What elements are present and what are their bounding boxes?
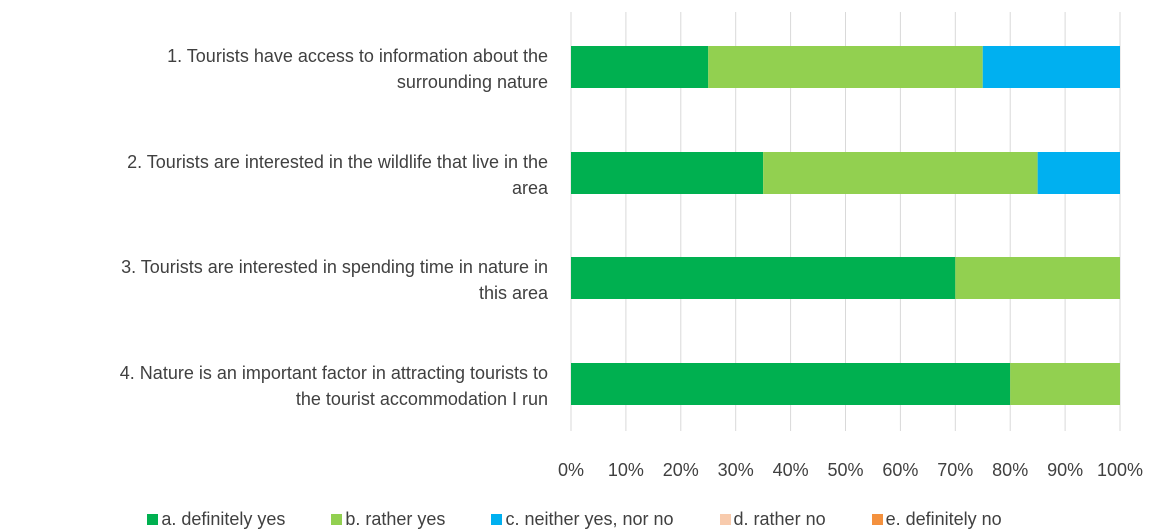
x-tick-label: 40% bbox=[773, 460, 809, 480]
legend-label: c. neither yes, nor no bbox=[505, 509, 674, 529]
category-label: 1. Tourists have access to information a… bbox=[167, 46, 548, 92]
bar-segment bbox=[982, 46, 1120, 88]
bar-segment bbox=[571, 46, 709, 88]
legend-swatch bbox=[331, 514, 343, 525]
category-label: 4. Nature is an important factor in attr… bbox=[120, 363, 548, 409]
x-tick-label: 20% bbox=[663, 460, 699, 480]
legend-item: e. definitely no bbox=[871, 509, 1002, 530]
legend-item: a. definitely yes bbox=[147, 509, 285, 530]
legend-item: c. neither yes, nor no bbox=[491, 509, 674, 530]
x-tick-label: 60% bbox=[882, 460, 918, 480]
x-tick-label: 30% bbox=[718, 460, 754, 480]
bar-segment bbox=[1010, 363, 1120, 405]
category-label: 3. Tourists are interested in spending t… bbox=[121, 257, 549, 303]
legend-swatch bbox=[871, 514, 883, 525]
legend-swatch bbox=[719, 514, 731, 525]
x-tick-label: 90% bbox=[1047, 460, 1083, 480]
x-tick-label: 100% bbox=[1097, 460, 1143, 480]
legend-item: b. rather yes bbox=[331, 509, 445, 530]
legend-label: e. definitely no bbox=[885, 509, 1002, 529]
x-tick-label: 10% bbox=[608, 460, 644, 480]
legend-swatch bbox=[147, 514, 159, 525]
legend-label: a. definitely yes bbox=[161, 509, 286, 529]
bar-segment bbox=[708, 46, 983, 88]
x-tick-label: 70% bbox=[937, 460, 973, 480]
x-tick-label: 80% bbox=[992, 460, 1028, 480]
legend-label: d. rather no bbox=[733, 509, 826, 529]
x-tick-label: 50% bbox=[827, 460, 863, 480]
bars bbox=[571, 46, 1120, 405]
legend-swatch bbox=[491, 514, 503, 525]
category-label: 2. Tourists are interested in the wildli… bbox=[127, 152, 549, 198]
legend-label: b. rather yes bbox=[345, 509, 446, 529]
bar-segment bbox=[571, 152, 764, 194]
y-axis: 1. Tourists have access to information a… bbox=[120, 46, 549, 409]
legend-item: d. rather no bbox=[719, 509, 826, 530]
chart-legend: a. definitely yes b. rather yes c. neither… bbox=[0, 509, 1149, 530]
x-axis: 0% 10% 20% 30% 40% 50% 60% 70% 80% 90% 100% bbox=[558, 425, 1143, 480]
bar-segment bbox=[955, 257, 1120, 299]
bar-segment bbox=[763, 152, 1038, 194]
chart-plot-area: 0% 10% 20% 30% 40% 50% 60% 70% 80% 90% 100% 1. Tour… bbox=[120, 12, 1143, 480]
bar-segment bbox=[571, 363, 1011, 405]
bar-segment bbox=[1037, 152, 1120, 194]
x-tick-label: 0% bbox=[558, 460, 584, 480]
bar-segment bbox=[571, 257, 956, 299]
